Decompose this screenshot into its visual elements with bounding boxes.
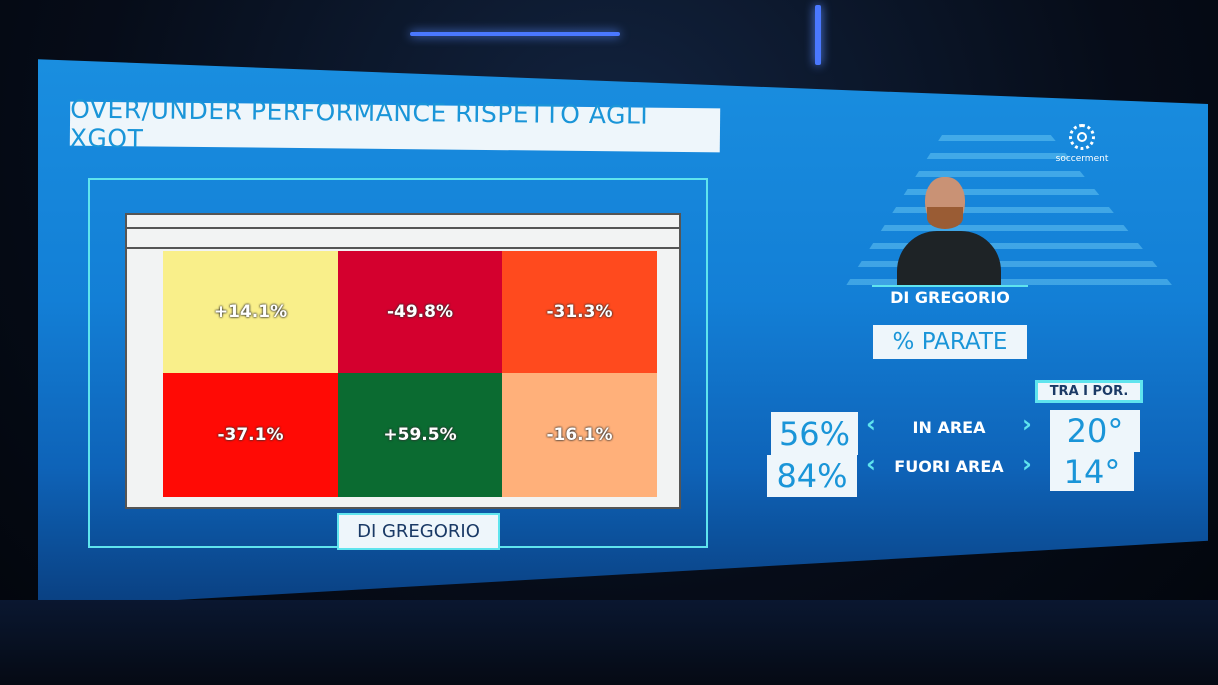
heatmap-grid: +14.1% -49.8% -31.3% -37.1% +59.5% -16.1% [163,251,657,497]
in-area-label: IN AREA [912,418,986,437]
player-name: DI GREGORIO [890,288,1010,307]
heatmap-cell: -31.3% [502,251,657,373]
logo-icon [1069,124,1095,150]
goal-heatmap: +14.1% -49.8% -31.3% -37.1% +59.5% -16.1% [125,213,681,509]
chevron-right-icon: › [1022,410,1032,438]
studio-floor [0,600,1218,685]
heatmap-cell: -49.8% [338,251,502,373]
heatmap-cell: -16.1% [502,373,657,497]
chevron-right-icon: › [1022,450,1032,478]
player-photo [895,175,1003,285]
studio-light [410,32,620,36]
heatmap-cell: -37.1% [163,373,338,497]
in-area-value: 56% [771,412,858,455]
fuori-area-rank: 14° [1050,452,1134,491]
fuori-area-value: 84% [767,455,857,497]
in-area-rank: 20° [1050,410,1140,452]
goal-player-label: DI GREGORIO [337,513,500,550]
divider [872,285,1028,287]
chevron-left-icon: ‹ [866,450,876,478]
logo-text: soccerment [1055,154,1109,164]
soccerment-logo: soccerment [1052,124,1112,164]
chevron-left-icon: ‹ [866,410,876,438]
studio-light [815,5,821,65]
goal-crossbar [127,227,679,249]
chart-title: OVER/UNDER PERFORMANCE RISPETTO AGLI XGO… [70,95,721,153]
metric-title: % PARATE [873,325,1027,359]
heatmap-cell: +14.1% [163,251,338,373]
fuori-area-label: FUORI AREA [894,457,1004,476]
rank-header: TRA I POR. [1035,380,1143,403]
heatmap-cell: +59.5% [338,373,502,497]
